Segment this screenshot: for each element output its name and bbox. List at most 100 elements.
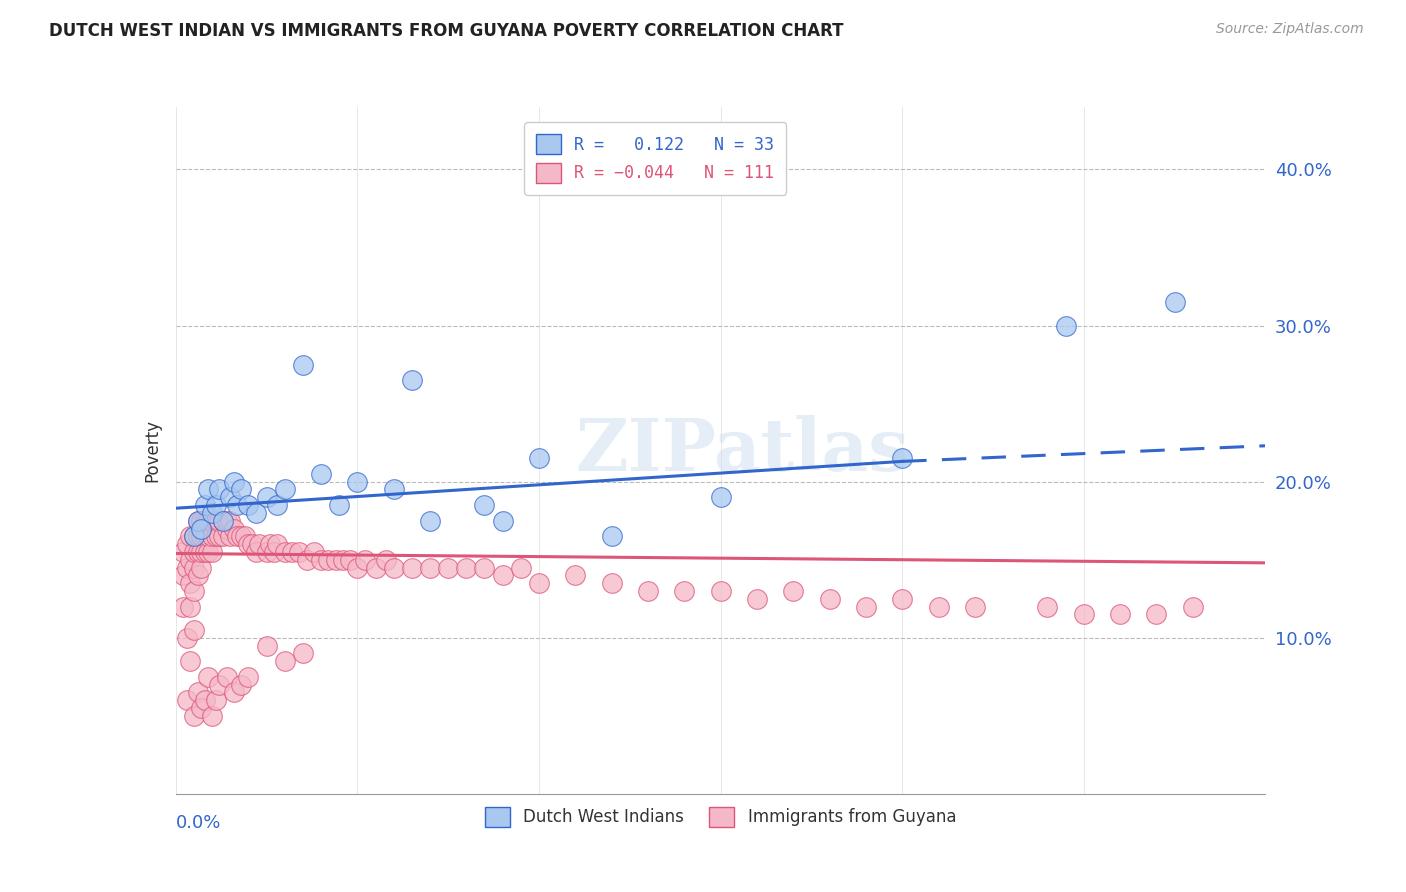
Point: [309, 467, 332, 481]
Point: [245, 545, 267, 559]
Point: [710, 583, 733, 598]
Point: [401, 560, 423, 574]
Point: [1146, 607, 1168, 622]
Point: [291, 646, 314, 660]
Point: [259, 537, 281, 551]
Point: [204, 693, 226, 707]
Point: [222, 521, 245, 535]
Point: [231, 678, 253, 692]
Point: [201, 529, 224, 543]
Point: [226, 529, 249, 543]
Point: [274, 483, 297, 497]
Point: [291, 358, 314, 372]
Point: [172, 568, 194, 582]
Point: [240, 537, 263, 551]
Point: [231, 529, 253, 543]
Point: [183, 529, 205, 543]
Point: [197, 529, 219, 543]
Point: [179, 654, 201, 668]
Point: [364, 560, 387, 574]
Point: [600, 576, 623, 591]
Point: [186, 568, 209, 582]
Point: [208, 529, 231, 543]
Point: [256, 545, 278, 559]
Point: [419, 560, 441, 574]
Point: [176, 631, 198, 645]
Point: [274, 654, 297, 668]
Point: [179, 529, 201, 543]
Text: Source: ZipAtlas.com: Source: ZipAtlas.com: [1216, 22, 1364, 37]
Point: [238, 498, 260, 512]
Point: [215, 521, 238, 535]
Point: [474, 498, 496, 512]
Point: [256, 639, 278, 653]
Point: [673, 583, 696, 598]
Point: [382, 483, 405, 497]
Point: [186, 529, 209, 543]
Point: [353, 552, 375, 567]
Point: [201, 545, 224, 559]
Point: [190, 545, 212, 559]
Point: [179, 552, 201, 567]
Text: DUTCH WEST INDIAN VS IMMIGRANTS FROM GUYANA POVERTY CORRELATION CHART: DUTCH WEST INDIAN VS IMMIGRANTS FROM GUY…: [49, 22, 844, 40]
Point: [190, 521, 212, 535]
Point: [183, 583, 205, 598]
Point: [222, 685, 245, 699]
Point: [891, 451, 914, 466]
Point: [928, 599, 950, 614]
Point: [281, 545, 304, 559]
Point: [197, 483, 219, 497]
Point: [183, 623, 205, 637]
Point: [745, 591, 768, 606]
Point: [1163, 295, 1185, 310]
Point: [238, 537, 260, 551]
Point: [1109, 607, 1132, 622]
Point: [891, 591, 914, 606]
Legend: Dutch West Indians, Immigrants from Guyana: Dutch West Indians, Immigrants from Guya…: [478, 800, 963, 834]
Point: [179, 599, 201, 614]
Point: [204, 498, 226, 512]
Point: [172, 545, 194, 559]
Point: [204, 514, 226, 528]
Point: [231, 483, 253, 497]
Point: [527, 451, 550, 466]
Point: [186, 545, 209, 559]
Point: [1054, 318, 1077, 333]
Point: [183, 560, 205, 574]
Point: [183, 708, 205, 723]
Point: [208, 483, 231, 497]
Point: [215, 514, 238, 528]
Point: [186, 685, 209, 699]
Point: [419, 514, 441, 528]
Point: [963, 599, 986, 614]
Point: [194, 514, 217, 528]
Point: [332, 552, 354, 567]
Point: [782, 583, 804, 598]
Point: [204, 529, 226, 543]
Text: 0.0%: 0.0%: [176, 814, 221, 832]
Point: [564, 568, 586, 582]
Point: [201, 514, 224, 528]
Point: [179, 576, 201, 591]
Point: [197, 514, 219, 528]
Point: [318, 552, 340, 567]
Point: [219, 490, 242, 504]
Y-axis label: Poverty: Poverty: [143, 419, 162, 482]
Point: [233, 529, 256, 543]
Point: [346, 560, 368, 574]
Point: [274, 545, 297, 559]
Point: [288, 545, 311, 559]
Point: [382, 560, 405, 574]
Point: [172, 599, 194, 614]
Text: ZIPatlas: ZIPatlas: [575, 415, 910, 486]
Point: [176, 693, 198, 707]
Point: [219, 529, 242, 543]
Point: [339, 552, 361, 567]
Point: [247, 537, 270, 551]
Point: [509, 560, 531, 574]
Point: [212, 514, 235, 528]
Point: [212, 529, 235, 543]
Point: [194, 498, 217, 512]
Point: [818, 591, 841, 606]
Point: [527, 576, 550, 591]
